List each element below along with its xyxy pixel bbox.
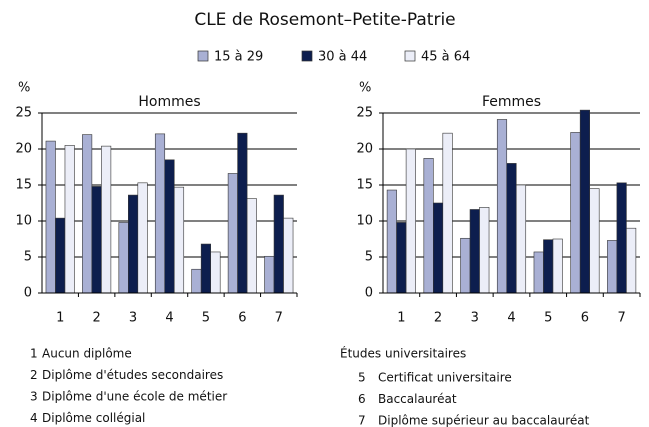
x-tick-label: 4 <box>165 311 173 326</box>
note-key: 3 <box>30 390 38 404</box>
bar <box>82 134 93 294</box>
bar <box>200 243 211 294</box>
x-tick-label: 6 <box>238 311 246 326</box>
note-text: Aucun diplôme <box>42 347 132 361</box>
x-tick-label: 7 <box>275 311 283 326</box>
legend-label: 30 à 44 <box>318 50 367 65</box>
x-tick-label: 2 <box>93 311 101 326</box>
legend-swatch <box>197 50 209 62</box>
bar <box>227 173 238 294</box>
bar <box>589 188 600 294</box>
y-tick-label: 25 <box>356 106 373 121</box>
bar <box>264 255 275 294</box>
note-text: Diplôme supérieur au baccalauréat <box>378 414 590 427</box>
y-tick-label: 10 <box>15 214 32 229</box>
legend-swatch <box>301 50 313 62</box>
x-tick-label: 5 <box>544 311 552 326</box>
bar <box>237 132 248 294</box>
bar <box>64 145 75 294</box>
bar <box>396 222 407 294</box>
note-text: Baccalauréat <box>378 392 457 406</box>
y-axis-label: % <box>18 81 30 96</box>
x-tick-label: 1 <box>56 311 64 326</box>
subplot-title: Femmes <box>482 94 541 110</box>
subplot-title: Hommes <box>138 94 200 110</box>
bar <box>173 186 185 294</box>
bar <box>45 140 56 294</box>
bar <box>283 217 294 294</box>
x-tick-label: 3 <box>129 311 137 326</box>
note-key: 1 <box>30 347 38 361</box>
bar <box>246 198 257 294</box>
bar <box>533 251 544 294</box>
bar <box>273 194 284 294</box>
y-tick-label: 5 <box>24 250 32 265</box>
bar <box>552 238 563 294</box>
note-text: Diplôme collégial <box>42 411 145 425</box>
y-tick-label: 20 <box>356 142 373 157</box>
y-tick-label: 20 <box>15 142 32 157</box>
bar <box>460 237 471 294</box>
x-tick-label: 6 <box>581 311 589 326</box>
note-key: 6 <box>358 392 366 406</box>
bar <box>128 194 139 294</box>
note-heading: Études universitaires <box>340 346 466 361</box>
x-tick-label: 5 <box>202 311 210 326</box>
bar <box>616 182 627 294</box>
note-key: 5 <box>358 371 366 385</box>
bar <box>55 217 66 294</box>
bar <box>506 163 517 294</box>
bar <box>433 202 444 294</box>
y-tick-label: 15 <box>356 178 373 193</box>
bar <box>423 158 434 294</box>
y-tick-label: 10 <box>356 214 373 229</box>
y-tick-label: 0 <box>365 286 373 301</box>
bar <box>543 239 554 294</box>
bar <box>386 189 397 294</box>
note-text: Diplôme d'études secondaires <box>42 368 223 382</box>
y-tick-label: 15 <box>15 178 32 193</box>
bar <box>118 222 129 294</box>
bar <box>154 133 166 294</box>
note-key: 4 <box>30 411 38 425</box>
bar <box>405 148 416 294</box>
chart-title: CLE de Rosemont–Petite-Patrie <box>194 10 455 30</box>
y-axis-label: % <box>359 81 371 96</box>
note-key: 7 <box>358 414 366 427</box>
bar <box>515 184 527 294</box>
x-tick-label: 1 <box>397 311 405 326</box>
note-text: Certificat universitaire <box>378 371 512 385</box>
y-tick-label: 25 <box>15 106 32 121</box>
bar <box>91 186 102 294</box>
bar <box>626 227 637 294</box>
bar <box>579 109 590 294</box>
y-tick-label: 5 <box>365 250 373 265</box>
bar <box>442 132 453 294</box>
bar <box>164 159 175 294</box>
bar <box>479 207 490 294</box>
legend-label: 15 à 29 <box>214 50 263 65</box>
x-tick-label: 4 <box>507 311 515 326</box>
bar <box>570 132 581 294</box>
x-tick-label: 7 <box>618 311 626 326</box>
note-text: Diplôme d'une école de métier <box>42 390 227 404</box>
legend-label: 45 à 64 <box>421 50 470 65</box>
bar <box>210 251 221 294</box>
bar <box>191 268 202 294</box>
bar <box>496 119 508 294</box>
bar <box>137 182 148 294</box>
bar <box>469 209 480 294</box>
x-tick-label: 2 <box>434 311 442 326</box>
x-tick-label: 3 <box>471 311 479 326</box>
note-key: 2 <box>30 368 38 382</box>
y-tick-label: 0 <box>24 286 32 301</box>
bar <box>101 145 112 294</box>
bar <box>607 240 618 294</box>
legend-swatch <box>404 50 416 62</box>
